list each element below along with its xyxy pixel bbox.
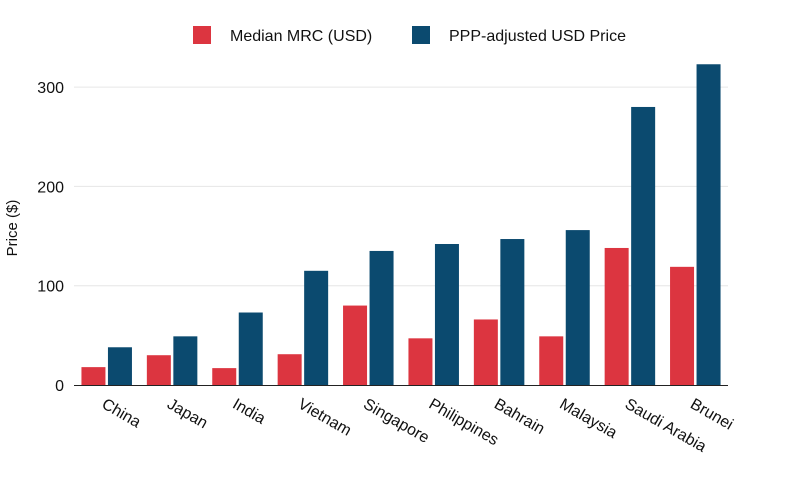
bar-ppp-adjusted-japan <box>173 336 198 385</box>
bar-ppp-adjusted-malaysia <box>565 230 590 385</box>
x-tick-label: India <box>230 396 269 428</box>
bars <box>81 64 721 386</box>
x-tick-label: Bahrain <box>491 396 547 438</box>
x-axis-ticks: China Japan India Vietnam SingaporePhilippin… <box>99 396 736 456</box>
bar-ppp-adjusted-brunei <box>696 64 721 386</box>
bar-median-mrc-bahrain <box>473 319 498 385</box>
bar-median-mrc-japan <box>146 355 171 385</box>
bar-ppp-adjusted-philippines <box>434 243 459 385</box>
bar-ppp-adjusted-saudi-arabia <box>631 106 656 386</box>
y-axis-ticks: 0 100 200 300 <box>37 80 64 395</box>
bar-ppp-adjusted-singapore <box>369 250 394 385</box>
bar-median-mrc-malaysia <box>539 336 564 385</box>
bar-ppp-adjusted-vietnam <box>304 270 329 385</box>
bar-ppp-adjusted-india <box>238 312 263 385</box>
legend-item: Median MRC (USD) <box>193 26 372 45</box>
bar-median-mrc-brunei <box>670 266 695 385</box>
bar-ppp-adjusted-bahrain <box>500 239 525 385</box>
x-tick-label: China <box>99 396 144 432</box>
bar-median-mrc-singapore <box>343 305 368 385</box>
bar-median-mrc-saudi-arabia <box>604 247 629 385</box>
x-tick-label: Vietnam <box>295 396 354 440</box>
bar-ppp-adjusted-china <box>107 347 132 385</box>
bar-median-mrc-india <box>212 368 237 385</box>
legend-label: Median MRC (USD) <box>230 28 372 45</box>
legend-swatch <box>412 26 430 44</box>
bar-median-mrc-vietnam <box>277 354 302 385</box>
x-tick-label: Japan <box>164 396 210 433</box>
y-tick-label: 0 <box>55 378 64 395</box>
x-tick-label: Malaysia <box>557 396 620 442</box>
x-tick-label: Singapore <box>360 396 432 447</box>
bar-median-mrc-philippines <box>408 338 433 385</box>
x-tick-label: Philippines <box>426 396 502 449</box>
legend-swatch <box>193 26 211 44</box>
y-tick-label: 200 <box>37 179 64 196</box>
legend-item: PPP-adjusted USD Price <box>412 26 626 45</box>
y-axis-label: Price ($) <box>4 200 21 257</box>
bar-median-mrc-china <box>81 367 106 385</box>
legend: Median MRC (USD) PPP-adjusted USD Price <box>193 26 626 45</box>
x-tick-label: Brunei <box>687 396 736 434</box>
legend-label: PPP-adjusted USD Price <box>449 28 626 45</box>
y-tick-label: 100 <box>37 279 64 296</box>
y-tick-label: 300 <box>37 80 64 97</box>
gridlines <box>74 86 728 287</box>
